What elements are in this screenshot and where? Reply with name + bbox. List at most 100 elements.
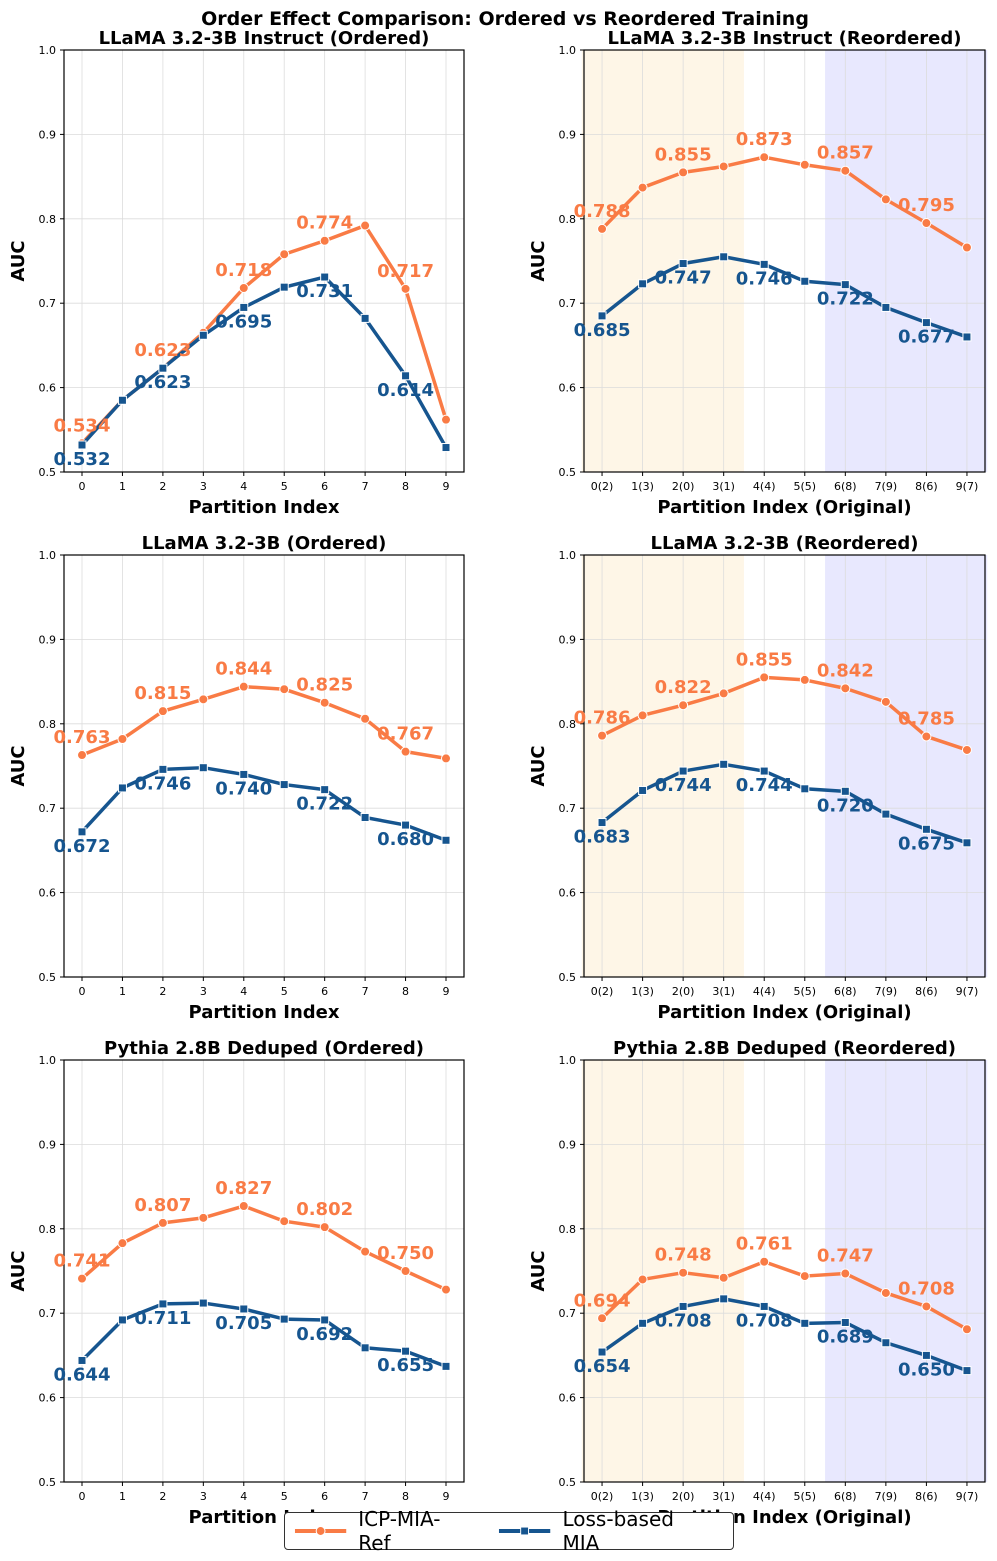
data-point-loss (840, 280, 850, 290)
x-tick-label: 2 (159, 1490, 166, 1503)
series-line-icp (600, 1259, 968, 1331)
legend-entry-loss: Loss-based MIA (497, 1507, 715, 1555)
y-tick-label: 0.9 (559, 633, 577, 646)
data-label-loss: 0.644 (54, 1364, 111, 1385)
data-label-loss: 0.685 (574, 320, 631, 341)
x-tick-label: 0(2) (591, 985, 614, 998)
y-axis-label: AUC (8, 745, 29, 786)
chart-title: Pythia 2.8B Deduped (Ordered) (104, 1038, 424, 1059)
y-tick-label: 0.5 (559, 466, 577, 479)
shaded-region-late (825, 1060, 988, 1482)
data-point-icp (319, 697, 330, 708)
data-point-icp (961, 744, 972, 755)
data-point-icp (319, 1222, 330, 1233)
x-tick-label: 1(3) (631, 985, 654, 998)
data-point-icp (597, 223, 608, 234)
y-axis-label: AUC (528, 240, 549, 281)
data-point-icp (400, 746, 411, 757)
data-label-loss: 0.655 (377, 1355, 434, 1376)
data-label-icp: 0.774 (296, 213, 353, 234)
y-tick-label: 0.6 (559, 887, 577, 900)
data-label-icp: 0.717 (377, 261, 434, 282)
x-tick-label: 3 (200, 480, 207, 493)
data-label-loss: 0.708 (736, 1310, 793, 1331)
x-tick-label: 5 (281, 1490, 288, 1503)
y-tick-label: 1.0 (559, 549, 577, 562)
shaded-region-late (825, 555, 988, 977)
data-point-icp (198, 1212, 209, 1223)
y-tick-label: 0.6 (559, 1392, 577, 1405)
data-point-loss (441, 443, 451, 453)
data-point-loss (800, 1318, 810, 1328)
x-tick-label: 1 (119, 480, 126, 493)
data-point-icp (279, 249, 290, 260)
x-tick-label: 8 (402, 1490, 409, 1503)
x-tick-label: 8 (402, 480, 409, 493)
data-point-loss (117, 1315, 127, 1325)
x-tick-label: 3 (200, 985, 207, 998)
x-tick-label: 7(9) (875, 480, 898, 493)
data-label-icp: 0.786 (574, 708, 631, 729)
data-point-icp (238, 283, 249, 294)
data-label-loss: 0.744 (736, 775, 793, 796)
data-point-icp (799, 674, 810, 685)
y-tick-label: 0.9 (39, 633, 57, 646)
y-tick-label: 0.9 (39, 128, 57, 141)
data-point-icp (921, 731, 932, 742)
data-label-loss: 0.708 (655, 1310, 712, 1331)
data-point-loss (117, 395, 127, 405)
data-point-icp (880, 1287, 891, 1298)
y-tick-label: 0.5 (39, 466, 57, 479)
data-point-loss (921, 824, 931, 834)
data-point-icp (319, 235, 330, 246)
x-tick-label: 9(7) (956, 985, 979, 998)
data-point-icp (880, 696, 891, 707)
data-point-icp (678, 1267, 689, 1278)
data-point-icp (718, 1272, 729, 1283)
data-label-icp: 0.761 (736, 1234, 793, 1255)
x-tick-label: 4(4) (753, 985, 776, 998)
data-label-loss: 0.672 (54, 836, 111, 857)
data-point-loss (401, 1346, 411, 1356)
data-label-loss: 0.683 (574, 827, 631, 848)
data-point-icp (840, 683, 851, 694)
x-axis-label: Partition Index (189, 497, 340, 518)
x-tick-label: 4 (240, 1490, 247, 1503)
data-point-icp (400, 283, 411, 294)
data-label-icp: 0.708 (898, 1278, 955, 1299)
data-label-icp: 0.763 (54, 727, 111, 748)
data-label-loss: 0.623 (134, 372, 191, 393)
y-tick-label: 0.8 (559, 718, 577, 731)
data-point-loss (77, 827, 87, 837)
plot-frame (583, 554, 986, 978)
data-point-loss (881, 1338, 891, 1348)
x-tick-label: 6(8) (834, 1490, 857, 1503)
data-point-loss (360, 812, 370, 822)
data-label-icp: 0.827 (215, 1178, 272, 1199)
data-label-loss: 0.722 (296, 794, 353, 815)
data-point-loss (638, 785, 648, 795)
x-tick-label: 9 (443, 1490, 450, 1503)
chart-panel-5: 0 1 2 3 4 5 6 7 8 9 0.5 0.6 0.7 0.8 0.9 1.0 Pythia 2.8B … (8, 1038, 465, 1528)
data-point-loss (198, 1298, 208, 1308)
legend-swatch-icp (294, 1526, 347, 1536)
data-point-icp (880, 194, 891, 205)
legend-swatch-loss (499, 1526, 551, 1536)
data-point-icp (238, 681, 249, 692)
x-tick-label: 7(9) (875, 985, 898, 998)
data-label-icp: 0.694 (574, 1290, 631, 1311)
y-tick-label: 1.0 (39, 44, 57, 57)
legend-entry-icp: ICP-MIA-Ref (293, 1507, 471, 1555)
data-label-loss: 0.532 (54, 449, 111, 470)
series-line-loss (600, 255, 968, 339)
data-point-icp (921, 1301, 932, 1312)
series-line-loss (80, 765, 447, 842)
data-point-icp (400, 1266, 411, 1276)
data-label-icp: 0.842 (817, 660, 874, 681)
y-tick-label: 0.5 (559, 971, 577, 984)
chart-panel-4: 0(2) 1(3) 2(0) 3(1) 4(4) 5(5) 6(8) 7(9) 8(6) 9(7)… (528, 533, 988, 1023)
data-label-icp: 0.748 (655, 1245, 712, 1266)
data-point-icp (441, 1284, 451, 1295)
data-label-icp: 0.802 (296, 1199, 353, 1220)
x-tick-label: 8(6) (915, 480, 938, 493)
